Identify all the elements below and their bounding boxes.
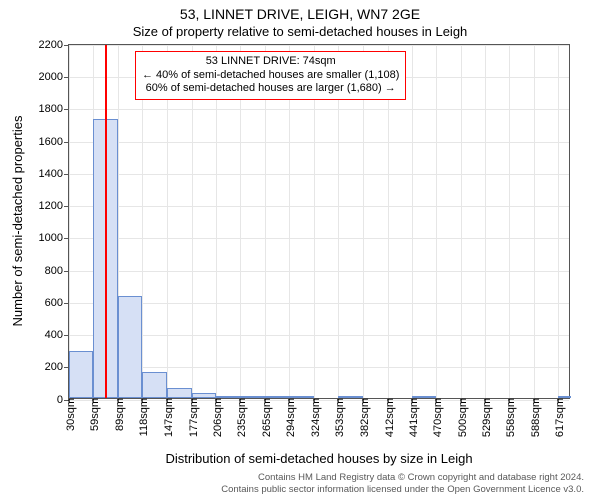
x-tick-label: 412sqm xyxy=(380,398,396,437)
histogram-bar xyxy=(412,396,436,398)
gridline-h xyxy=(69,174,569,175)
histogram-bar xyxy=(558,396,571,398)
x-tick-label: 235sqm xyxy=(232,398,248,437)
annotation-line: 60% of semi-detached houses are larger (… xyxy=(142,82,399,96)
gridline-v xyxy=(69,45,70,398)
histogram-bar xyxy=(338,396,362,398)
reference-line xyxy=(105,45,107,398)
x-tick-label: 147sqm xyxy=(159,398,175,437)
x-tick-label: 206sqm xyxy=(208,398,224,437)
x-tick-label: 382sqm xyxy=(355,398,371,437)
gridline-v xyxy=(412,45,413,398)
gridline-v xyxy=(461,45,462,398)
histogram-bar xyxy=(142,372,166,398)
x-tick-label: 441sqm xyxy=(404,398,420,437)
gridline-v xyxy=(436,45,437,398)
x-tick-label: 588sqm xyxy=(526,398,542,437)
gridline-h xyxy=(69,367,569,368)
histogram-bar xyxy=(216,396,240,398)
gridline-v xyxy=(558,45,559,398)
gridline-h xyxy=(69,109,569,110)
gridline-h xyxy=(69,45,569,46)
histogram-bar xyxy=(192,393,216,398)
y-axis-label: Number of semi-detached properties xyxy=(10,10,25,221)
histogram-bar xyxy=(240,396,265,398)
gridline-h xyxy=(69,271,569,272)
x-tick-label: 89sqm xyxy=(110,398,126,431)
plot-area: 0200400600800100012001400160018002000220… xyxy=(68,44,570,399)
histogram-bar xyxy=(265,396,289,398)
gridline-h xyxy=(69,238,569,239)
attribution-line-2: Contains public sector information licen… xyxy=(0,484,584,496)
annotation-line: 53 LINNET DRIVE: 74sqm xyxy=(142,55,399,69)
histogram-bar xyxy=(289,396,314,398)
annotation-line: ← 40% of semi-detached houses are smalle… xyxy=(142,69,399,83)
gridline-v xyxy=(485,45,486,398)
histogram-bar xyxy=(69,351,93,398)
gridline-h xyxy=(69,335,569,336)
x-tick-label: 558sqm xyxy=(501,398,517,437)
attribution-line-1: Contains HM Land Registry data © Crown c… xyxy=(0,472,584,484)
x-tick-label: 353sqm xyxy=(330,398,346,437)
chart-title-subtitle: Size of property relative to semi-detach… xyxy=(0,24,600,40)
histogram-bar xyxy=(118,296,142,398)
annotation-box: 53 LINNET DRIVE: 74sqm← 40% of semi-deta… xyxy=(135,51,406,100)
x-tick-label: 30sqm xyxy=(61,398,77,431)
x-tick-label: 265sqm xyxy=(257,398,273,437)
x-axis-label: Distribution of semi-detached houses by … xyxy=(68,451,570,466)
x-tick-label: 59sqm xyxy=(85,398,101,431)
gridline-v xyxy=(509,45,510,398)
plot-container: Number of semi-detached properties 02004… xyxy=(68,44,570,399)
x-tick-label: 118sqm xyxy=(134,398,150,436)
gridline-h xyxy=(69,142,569,143)
x-tick-label: 324sqm xyxy=(306,398,322,437)
gridline-v xyxy=(534,45,535,398)
gridline-h xyxy=(69,303,569,304)
x-tick-label: 500sqm xyxy=(453,398,469,437)
x-tick-label: 529sqm xyxy=(477,398,493,437)
x-tick-label: 470sqm xyxy=(428,398,444,437)
chart-title-address: 53, LINNET DRIVE, LEIGH, WN7 2GE xyxy=(0,6,600,24)
attribution-text: Contains HM Land Registry data © Crown c… xyxy=(0,466,600,496)
histogram-bar xyxy=(167,388,192,398)
x-tick-label: 177sqm xyxy=(184,398,200,437)
x-tick-label: 617sqm xyxy=(550,398,566,437)
gridline-h xyxy=(69,206,569,207)
x-tick-label: 294sqm xyxy=(281,398,297,437)
chart-titles: 53, LINNET DRIVE, LEIGH, WN7 2GE Size of… xyxy=(0,0,600,40)
